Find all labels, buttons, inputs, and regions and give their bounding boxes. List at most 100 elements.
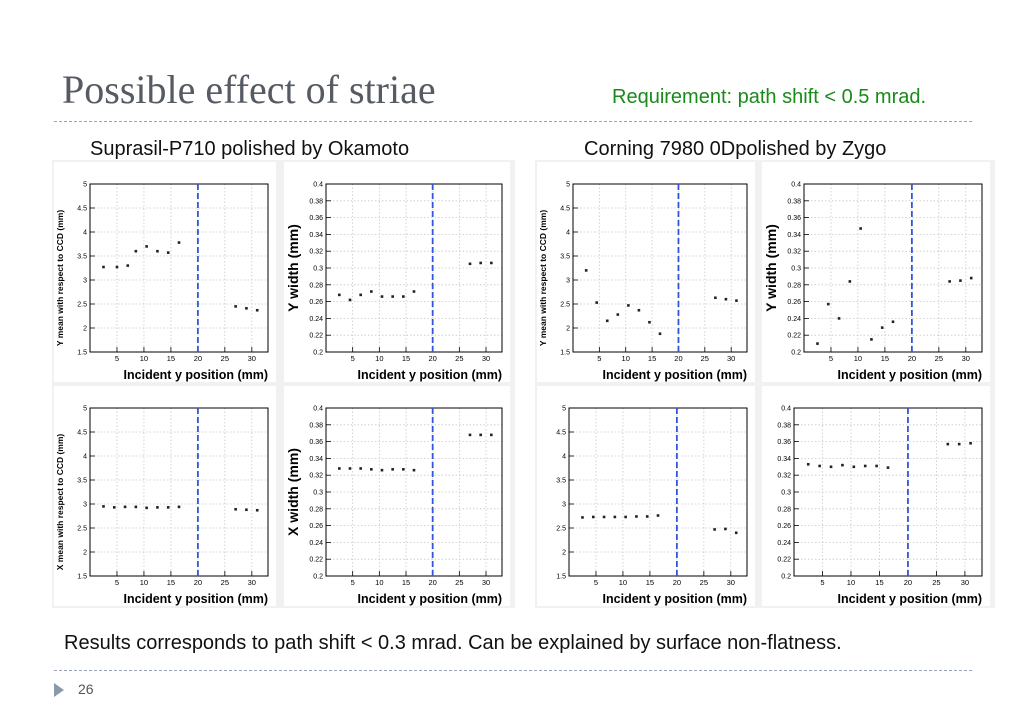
chart-zygo-x-width-point — [957, 442, 961, 446]
chart-okamoto-x-width-y-tick-label: 0.24 — [309, 540, 323, 547]
chart-zygo-y-mean-y-tick-label: 1.5 — [560, 350, 570, 357]
chart-okamoto-y-width-frame — [325, 183, 503, 353]
chart-zygo-x-mean-y-tick-label: 4.5 — [556, 430, 566, 437]
chart-zygo-x-width-x-tick-label: 20 — [904, 578, 912, 587]
chart-okamoto-x-mean-point — [234, 507, 237, 511]
chart-okamoto-y-width-point — [468, 262, 472, 266]
chart-okamoto-y-mean-y-tick-label: 2 — [83, 326, 87, 333]
chart-zygo-y-mean-x-tick-label: 10 — [622, 354, 630, 363]
chart-okamoto-y-mean-point — [115, 265, 119, 269]
chart-okamoto-y-mean-frame — [89, 183, 269, 353]
chart-zygo-x-width-x-tick-label: 10 — [847, 578, 855, 587]
chart-zygo-x-mean-point — [713, 528, 716, 531]
chart-zygo-x-width-point — [818, 464, 821, 468]
chart-zygo-y-width-point — [891, 320, 895, 324]
chart-zygo-y-width-x-tick-label: 20 — [908, 354, 916, 363]
chart-okamoto-x-mean-y-tick-label: 2.5 — [77, 526, 87, 533]
chart-zygo-y-width-x-tick-label: 30 — [962, 354, 970, 363]
chart-zygo-x-width-x-tick-label: 30 — [961, 578, 969, 587]
chart-zygo-x-width-point — [886, 466, 890, 469]
chart-zygo-x-mean-point — [734, 531, 738, 535]
chart-zygo-y-width-y-tick-label: 0.32 — [787, 249, 801, 256]
chart-zygo-y-width-x-tick-label: 25 — [935, 354, 943, 363]
chart-zygo-x-width-x-axis-label: Incident y position (mm) — [838, 592, 982, 606]
chart-okamoto-x-width-y-tick-label: 0.4 — [313, 406, 323, 413]
chart-zygo-y-width-x-tick-label: 10 — [854, 354, 862, 363]
chart-zygo-x-mean-frame — [568, 407, 748, 577]
chart-zygo-y-mean-point — [637, 308, 641, 312]
slide-title: Possible effect of striae — [62, 67, 436, 112]
chart-zygo-y-mean-point — [595, 301, 599, 304]
chart-okamoto-x-mean-y-tick-label: 5 — [83, 406, 87, 413]
chart-zygo-x-mean-point — [581, 516, 584, 519]
chart-okamoto-y-mean-x-tick-label: 10 — [140, 354, 148, 363]
chart-zygo-x-width-y-tick-label: 0.4 — [781, 406, 791, 413]
chart-zygo-x-width-y-tick-label: 0.22 — [777, 557, 791, 564]
chart-zygo-y-width-point — [870, 338, 873, 341]
chart-okamoto-x-mean-y-tick-label: 4.5 — [77, 430, 87, 437]
chart-zygo-x-width-y-tick-label: 0.34 — [777, 456, 791, 463]
chart-zygo-y-mean-y-axis-label: Y mean with respect to CCD (mm) — [538, 210, 548, 347]
chart-zygo-x-width-y-tick-label: 0.32 — [777, 473, 791, 480]
chart-okamoto-x-mean-x-tick-label: 15 — [167, 578, 175, 587]
chart-okamoto-x-mean-point — [102, 505, 105, 508]
chart-okamoto-x-width-point — [380, 468, 384, 472]
bottom-divider — [54, 670, 972, 671]
chart-zygo-y-mean-point — [616, 313, 620, 316]
chart-okamoto-x-width-x-tick-label: 15 — [402, 578, 410, 587]
chart-okamoto-y-width-y-tick-label: 0.24 — [309, 316, 323, 323]
chart-zygo-y-width-y-tick-label: 0.4 — [791, 182, 801, 189]
chart-okamoto-y-mean-y-tick-label: 4 — [83, 230, 87, 237]
chart-okamoto-x-mean-x-tick-label: 30 — [248, 578, 256, 587]
chart-zygo-y-mean-x-tick-label: 5 — [597, 354, 601, 363]
chart-okamoto-x-mean-point — [166, 506, 170, 509]
top-divider — [54, 121, 972, 122]
chart-zygo-x-width-y-tick-label: 0.38 — [777, 422, 791, 429]
chart-zygo-x-mean-x-axis-label: Incident y position (mm) — [603, 592, 747, 606]
chart-zygo-y-width-point — [969, 276, 973, 280]
chart-zygo-x-width-point — [969, 441, 972, 445]
chart-zygo-y-mean-point — [658, 332, 662, 336]
chart-zygo-y-width-point — [948, 280, 951, 283]
chart-okamoto-x-width-y-tick-label: 0.34 — [309, 456, 323, 463]
chart-zygo-x-width-x-tick-label: 25 — [932, 578, 940, 587]
chart-okamoto-x-width-point — [359, 467, 362, 470]
chart-zygo-y-width-y-tick-label: 0.2 — [791, 350, 801, 357]
chart-okamoto-y-width-point — [348, 298, 352, 302]
chart-zygo-x-width-x-tick-label: 15 — [875, 578, 883, 587]
chart-okamoto-y-width-point — [380, 295, 384, 298]
chart-okamoto-x-width-point — [391, 468, 394, 471]
chart-zygo-y-width-y-tick-label: 0.34 — [787, 232, 801, 239]
chart-okamoto-y-mean-x-axis-label: Incident y position (mm) — [124, 368, 268, 382]
chart-okamoto-y-mean-x-tick-label: 20 — [194, 354, 202, 363]
chart-zygo-y-width-point — [959, 279, 962, 282]
chart-okamoto-y-mean-point — [166, 251, 170, 254]
chart-zygo-y-mean-point — [714, 296, 717, 300]
chart-okamoto-x-width-y-tick-label: 0.2 — [313, 574, 323, 581]
chart-zygo-x-width-frame — [793, 407, 983, 577]
chart-okamoto-x-width-x-tick-label: 25 — [455, 578, 463, 587]
chart-okamoto-x-mean-y-axis-label: X mean with respect to CCD (mm) — [55, 434, 65, 571]
chart-okamoto-x-width-y-tick-label: 0.28 — [309, 506, 323, 513]
chart-zygo-y-width-y-axis-label: Y width (mm) — [763, 224, 779, 312]
chart-zygo-x-width-x-tick-label: 5 — [820, 578, 824, 587]
chart-okamoto-x-mean-x-tick-label: 10 — [140, 578, 148, 587]
chart-zygo-x-mean-y-tick-label: 3.5 — [556, 478, 566, 485]
chart-zygo-x-width-point — [875, 464, 878, 468]
chart-okamoto-x-mean-point — [255, 508, 259, 512]
chart-zygo-x-width-y-tick-label: 0.26 — [777, 523, 791, 530]
zygo-y-width-chart: 0.2 0.22 0.24 0.26 0.28 0.3 0.32 0.34 0.36 0.38 0.… — [762, 162, 990, 382]
chart-okamoto-x-mean-y-tick-label: 1.5 — [77, 574, 87, 581]
chart-okamoto-y-width-y-tick-label: 0.36 — [309, 215, 323, 222]
chart-zygo-y-width-point — [859, 227, 862, 230]
chart-zygo-x-mean-point — [591, 515, 595, 519]
chart-okamoto-y-mean-y-tick-label: 4.5 — [77, 206, 87, 213]
chart-zygo-y-mean-y-tick-label: 2.5 — [560, 302, 570, 309]
chart-zygo-x-mean-point — [645, 515, 649, 518]
chart-okamoto-x-mean-x-tick-label: 20 — [194, 578, 202, 587]
chart-zygo-y-width-point — [826, 302, 830, 306]
chart-zygo-y-mean-point — [648, 320, 651, 324]
chart-okamoto-x-width-x-tick-label: 20 — [428, 578, 436, 587]
chart-okamoto-x-width-y-tick-label: 0.22 — [309, 557, 323, 564]
chart-okamoto-y-mean-point — [134, 249, 138, 253]
